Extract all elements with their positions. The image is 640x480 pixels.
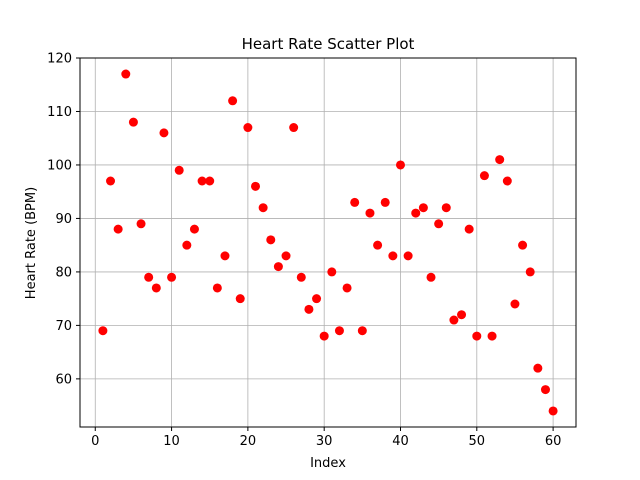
x-tick-label: 30 (316, 434, 333, 449)
y-tick-label: 100 (47, 158, 72, 173)
data-point (113, 224, 123, 234)
data-point (182, 240, 192, 250)
data-point (121, 69, 131, 79)
y-tick-label: 60 (55, 372, 72, 387)
data-point (502, 176, 512, 186)
data-point (533, 363, 543, 373)
data-point (548, 406, 558, 416)
y-axis-label: Heart Rate (BPM) (24, 187, 39, 299)
y-tick-label: 70 (55, 319, 72, 334)
y-tick-label: 80 (55, 265, 72, 280)
data-point (151, 283, 161, 293)
data-point (243, 123, 253, 133)
data-point (319, 331, 329, 341)
y-tick-label: 90 (55, 212, 72, 227)
data-point (304, 304, 314, 314)
data-point (205, 176, 215, 186)
data-point (106, 176, 116, 186)
data-point (495, 155, 505, 165)
data-point (388, 251, 398, 261)
data-point (189, 224, 199, 234)
data-point (457, 310, 467, 320)
data-point (434, 219, 444, 229)
data-point (266, 235, 276, 245)
data-point (167, 272, 177, 282)
data-point (128, 117, 138, 127)
data-point (403, 251, 413, 261)
data-point (334, 326, 344, 336)
data-point (373, 240, 383, 250)
data-point (418, 203, 428, 213)
data-point (487, 331, 497, 341)
data-point (136, 219, 146, 229)
data-point (342, 283, 352, 293)
x-tick-label: 40 (392, 434, 409, 449)
data-point (258, 203, 268, 213)
data-point (350, 197, 360, 207)
data-point (273, 262, 283, 272)
y-tick-label: 110 (47, 105, 72, 120)
x-tick-label: 10 (163, 434, 180, 449)
data-point (159, 128, 169, 138)
data-point (380, 197, 390, 207)
data-point (395, 160, 405, 170)
y-tick-label: 120 (47, 52, 72, 67)
axis-ticks: 0 10 20 30 40 50 60 60 70 80 90 100 110 120 (47, 52, 561, 450)
plot-area-frame (79, 57, 577, 428)
data-points (98, 69, 558, 416)
data-point (518, 240, 528, 250)
data-point (144, 272, 154, 282)
data-point (525, 267, 535, 277)
data-point (174, 165, 184, 175)
data-point (327, 267, 337, 277)
data-point (365, 208, 375, 218)
data-point (472, 331, 482, 341)
data-point (235, 294, 245, 304)
data-point (426, 272, 436, 282)
x-tick-label: 20 (240, 434, 257, 449)
data-point (197, 176, 207, 186)
data-point (251, 181, 261, 191)
data-point (479, 171, 489, 181)
data-point (441, 203, 451, 213)
data-point (212, 283, 222, 293)
data-point (289, 123, 299, 133)
data-point (228, 96, 238, 106)
data-point (411, 208, 421, 218)
data-point (449, 315, 459, 325)
data-point (464, 224, 474, 234)
x-axis-label: Index (310, 456, 346, 471)
data-point (281, 251, 291, 261)
data-point (220, 251, 230, 261)
data-point (510, 299, 520, 309)
x-tick-label: 60 (545, 434, 562, 449)
chart-title: Heart Rate Scatter Plot (242, 35, 415, 53)
data-point (98, 326, 108, 336)
x-tick-label: 0 (91, 434, 99, 449)
data-point (312, 294, 322, 304)
data-point (296, 272, 306, 282)
data-point (540, 385, 550, 395)
data-point (357, 326, 367, 336)
x-tick-label: 50 (469, 434, 486, 449)
